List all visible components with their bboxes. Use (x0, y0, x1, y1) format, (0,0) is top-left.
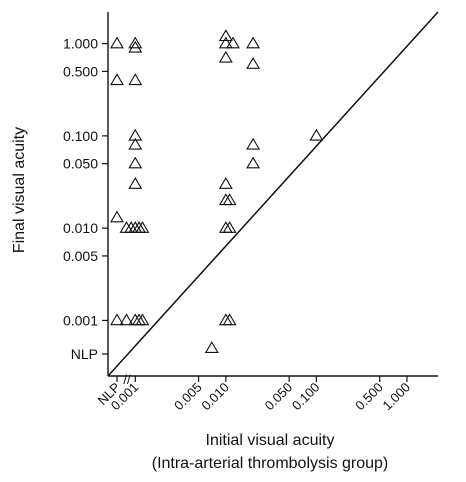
x-tick-label: 1.000 (379, 380, 413, 414)
data-point-triangle (222, 193, 237, 206)
axes (102, 12, 438, 382)
x-tick-label: 0.500 (352, 380, 386, 414)
data-point-triangle (128, 36, 143, 49)
data-point-triangle (226, 36, 240, 49)
y-tick-label: 0.100 (63, 128, 98, 144)
data-point-triangle (246, 137, 261, 150)
y-tick-label: 0.001 (63, 312, 98, 328)
x-axis-break-mark: // (123, 372, 131, 387)
y-tick-label: 0.010 (63, 220, 98, 236)
data-point-triangle (135, 221, 150, 233)
tick-labels: //NLP0.0010.0050.0100.0500.1000.5001.000… (63, 36, 413, 414)
data-point-triangle (110, 36, 124, 49)
data-point-triangle (128, 40, 143, 53)
data-point-triangle (218, 29, 233, 42)
data-point-triangle (309, 128, 324, 141)
data-point-triangle (218, 177, 233, 189)
y-axis-title: Final visual acuity (11, 127, 28, 253)
data-point-triangle (204, 341, 219, 353)
y-tick-label: 0.050 (63, 156, 98, 172)
data-point-triangle (246, 56, 261, 69)
data-point-triangle (119, 313, 134, 326)
y-tick-label: NLP (71, 346, 98, 362)
x-tick-label: 0.010 (198, 380, 232, 414)
data-point-triangle (128, 156, 143, 169)
data-point-triangle (222, 221, 237, 233)
data-point-triangle (246, 156, 261, 169)
x-tick-label: 0.050 (262, 380, 296, 414)
data-point-triangle (222, 313, 237, 326)
data-point-triangle (246, 36, 261, 49)
x-axis-title: Initial visual acuity (206, 432, 335, 449)
y-tick-label: 1.000 (63, 36, 98, 52)
data-point-triangle (128, 177, 143, 189)
x-tick-label: 0.005 (171, 380, 205, 414)
data-point-triangle (110, 313, 124, 326)
data-point-triangle (218, 36, 233, 49)
x-tick-label: 0.100 (289, 380, 323, 414)
data-point-triangle (110, 210, 124, 223)
reference-line-layer (107, 11, 439, 377)
data-point-triangle (110, 73, 124, 86)
data-points (110, 29, 324, 353)
data-point-triangle (128, 128, 143, 141)
x-axis-subtitle: (Intra-arterial thrombolysis group) (152, 455, 389, 472)
y-tick-label: 0.500 (63, 63, 98, 79)
identity-reference-line (107, 11, 439, 377)
data-point-triangle (218, 50, 233, 63)
data-point-triangle (128, 137, 143, 150)
data-point-triangle (135, 313, 150, 326)
y-tick-label: 0.005 (63, 248, 98, 264)
data-point-triangle (128, 73, 143, 86)
